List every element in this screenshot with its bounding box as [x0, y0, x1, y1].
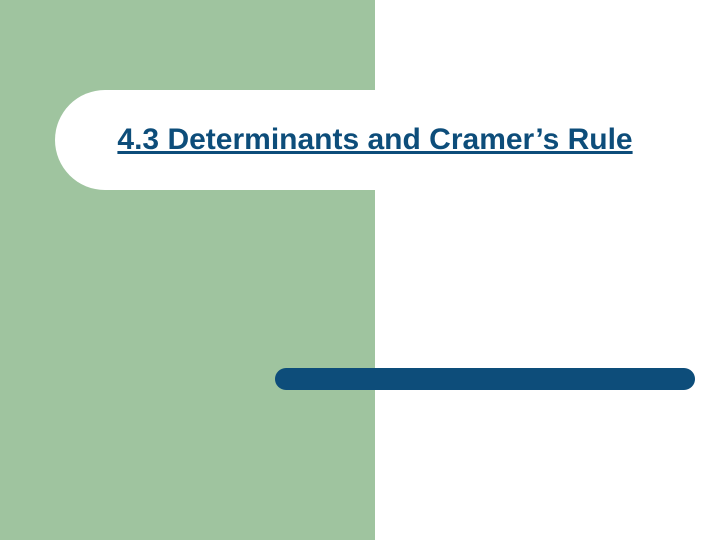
accent-bar — [275, 368, 695, 390]
title-pill: 4.3 Determinants and Cramer’s Rule — [55, 90, 695, 190]
slide-title: 4.3 Determinants and Cramer’s Rule — [117, 122, 632, 158]
left-color-panel — [0, 0, 375, 540]
slide-background — [0, 0, 720, 540]
right-color-panel — [375, 0, 720, 540]
